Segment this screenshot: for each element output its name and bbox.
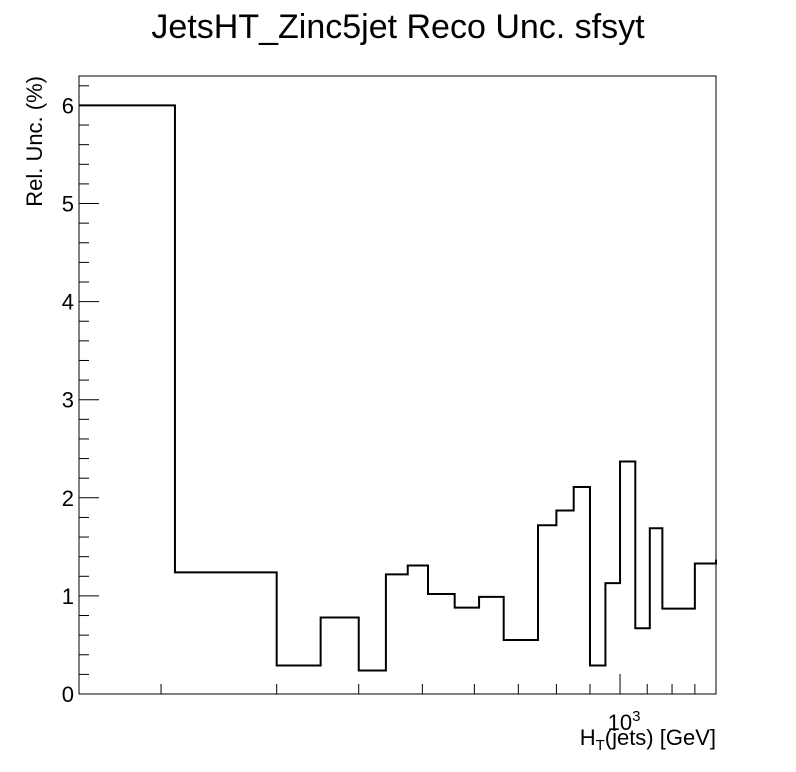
y-tick-label: 0 — [62, 682, 74, 707]
axes: 0 1 2 3 4 5 6 — [62, 85, 696, 707]
y-tick-label: 5 — [62, 192, 74, 217]
x-tick-label: 103 — [608, 708, 641, 735]
x-tick-label-base: 10 — [608, 710, 632, 735]
y-tick-label: 4 — [62, 290, 74, 315]
plot-frame — [78, 75, 717, 695]
y-tick-label: 3 — [62, 388, 74, 413]
y-tick-label: 6 — [62, 93, 74, 118]
x-axis-label-subscript: T — [596, 737, 605, 754]
y-axis-label: Rel. Unc. (%) — [22, 76, 47, 207]
x-axis-label: HT(jets) [GeV] — [580, 725, 716, 754]
x-axis-label-rest: (jets) [GeV] — [605, 725, 716, 750]
x-axis-label-main: H — [580, 725, 596, 750]
x-tick-label-exponent: 3 — [632, 708, 640, 725]
y-tick-label: 2 — [62, 486, 74, 511]
y-tick-label: 1 — [62, 584, 74, 609]
histogram-line — [79, 104, 717, 672]
chart-title: JetsHT_Zinc5jet Reco Unc. sfsyt — [151, 8, 645, 46]
